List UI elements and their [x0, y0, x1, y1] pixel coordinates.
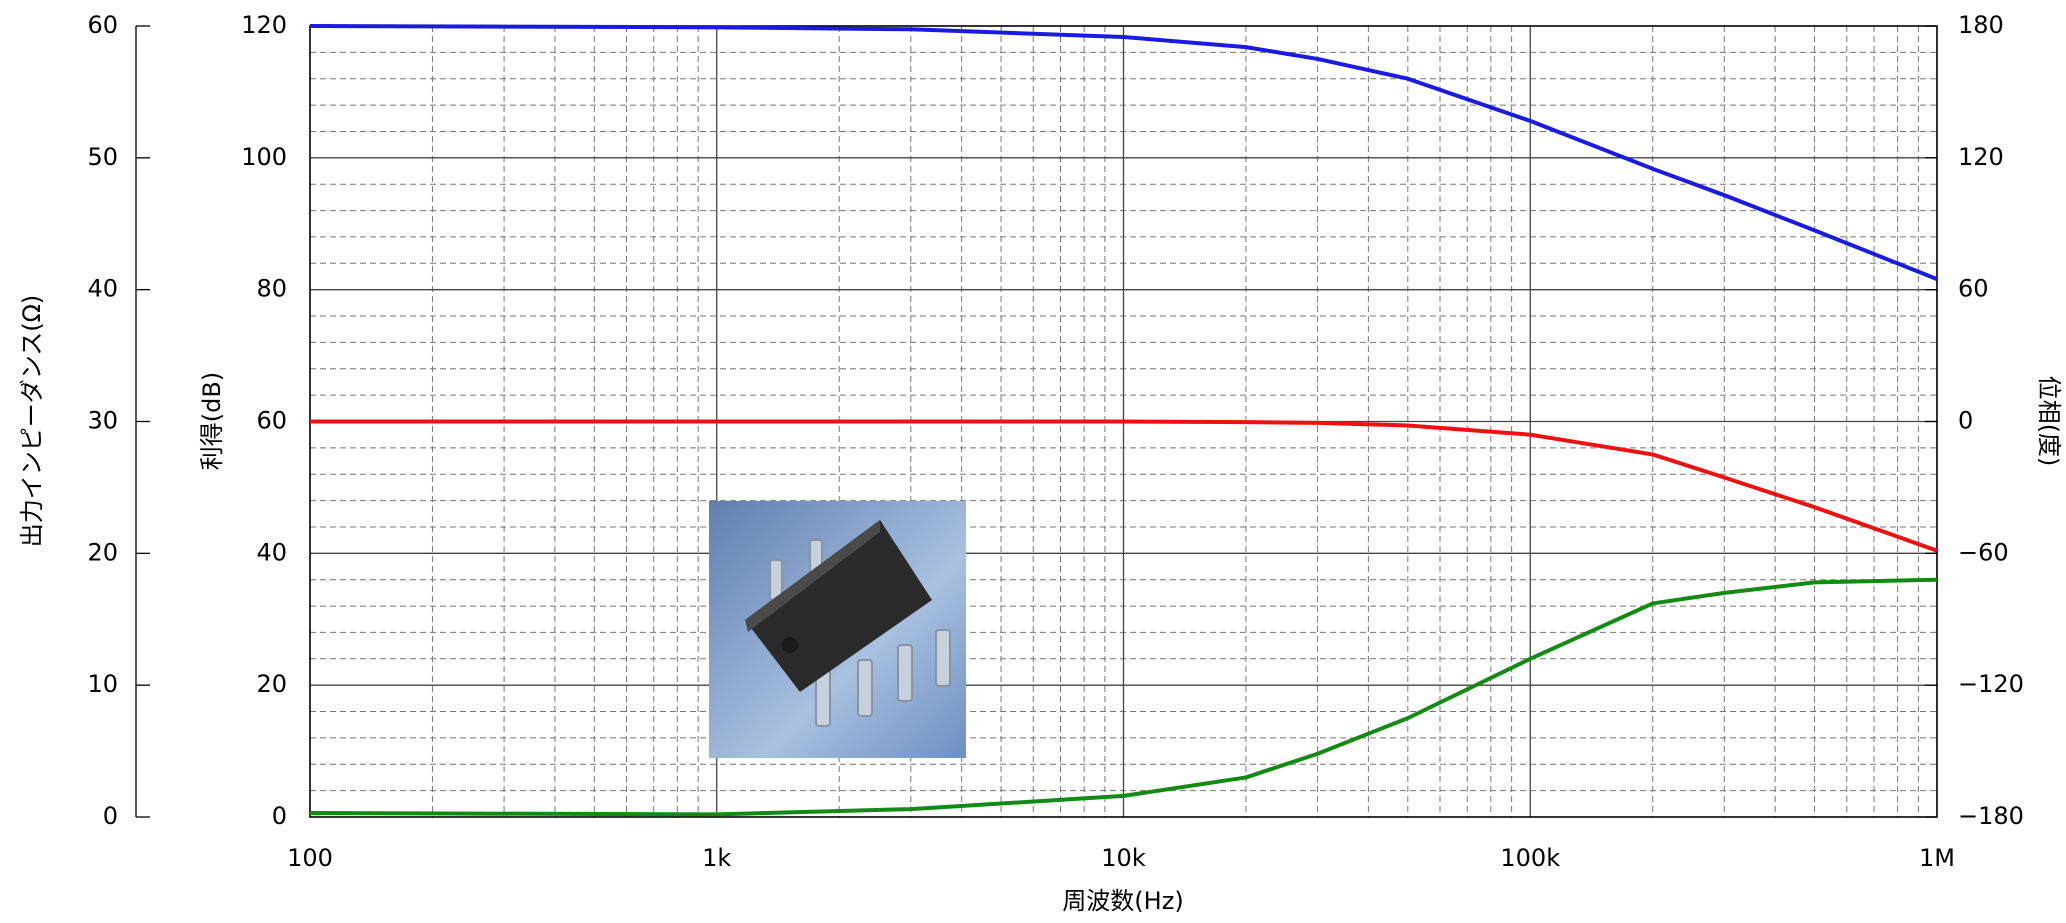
y-tick-label: 0 [272, 802, 287, 830]
y2-axis-title: 位相(度) [2035, 376, 2063, 467]
x-tick-label: 1M [1919, 844, 1955, 872]
y2-tick-label: 60 [1958, 275, 1989, 303]
y-axis-title: 利得(dB) [198, 372, 226, 470]
x-tick-label: 100k [1500, 844, 1560, 872]
y-tick-label: 40 [256, 538, 287, 566]
x-tick-label: 100 [287, 844, 333, 872]
y2-tick-label: −60 [1958, 538, 2009, 566]
y3-tick-label: 0 [103, 802, 118, 830]
series-line [310, 419, 1938, 553]
y3-tick-label: 10 [87, 670, 118, 698]
y3-axis-title: 出力インピーダンス(Ω) [18, 295, 46, 548]
y2-tick-label: 120 [1958, 143, 2004, 171]
y3-tick-label: 30 [87, 407, 118, 435]
y3-tick-label: 20 [87, 538, 118, 566]
y2-tick-label: 0 [1958, 407, 1973, 435]
y-tick-label: 80 [256, 275, 287, 303]
x-tick-label: 10k [1101, 844, 1146, 872]
y2-tick-label: −120 [1958, 670, 2024, 698]
x-axis-title: 周波数(Hz) [1062, 887, 1183, 915]
chip-photo [709, 501, 966, 758]
y2-tick-label: −180 [1958, 802, 2024, 830]
y2-tick-label: 180 [1958, 11, 2004, 39]
series-line [309, 24, 1938, 281]
y3-tick-label: 50 [87, 143, 118, 171]
y3-tick-label: 40 [87, 275, 118, 303]
y-tick-label: 120 [241, 11, 287, 39]
y-tick-label: 20 [256, 670, 287, 698]
y3-tick-label: 60 [87, 11, 118, 39]
y-tick-label: 100 [241, 143, 287, 171]
y-tick-label: 60 [256, 407, 287, 435]
x-tick-label: 1k [702, 844, 731, 872]
series-line [309, 577, 1938, 817]
